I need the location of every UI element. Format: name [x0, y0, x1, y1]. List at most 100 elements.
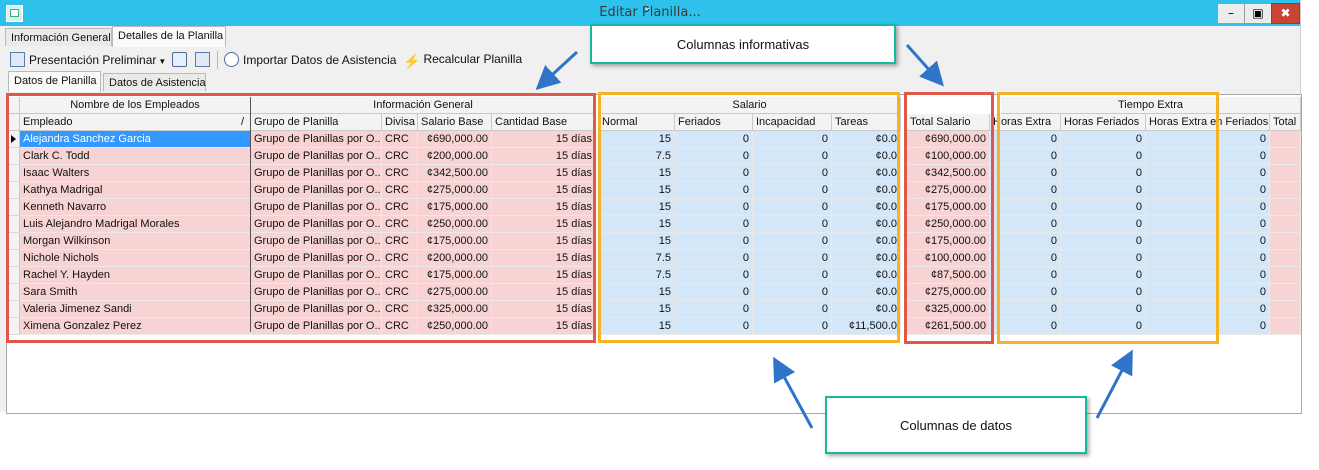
- close-button[interactable]: ✖: [1271, 3, 1300, 24]
- cell-qty[interactable]: 15 días: [492, 148, 596, 165]
- cell-base[interactable]: ¢342,500.00: [418, 165, 492, 182]
- cell-hf[interactable]: 0: [1061, 165, 1146, 182]
- cell-group[interactable]: Grupo de Planillas por O...: [251, 131, 382, 148]
- cell-cur[interactable]: CRC: [382, 148, 418, 165]
- cell-hf[interactable]: 0: [1061, 267, 1146, 284]
- cell-group[interactable]: Grupo de Planillas por O...: [251, 233, 382, 250]
- cell-normal[interactable]: 7.5: [599, 148, 675, 165]
- cell-fer[interactable]: 0: [675, 199, 753, 216]
- cell-normal[interactable]: 15: [599, 165, 675, 182]
- cell-total[interactable]: ¢342,500.00: [907, 165, 990, 182]
- cell-normal[interactable]: 7.5: [599, 267, 675, 284]
- cell-he[interactable]: 0: [990, 131, 1061, 148]
- cell-base[interactable]: ¢250,000.00: [418, 216, 492, 233]
- cell-hef[interactable]: 0: [1146, 216, 1270, 233]
- tab-datos-planilla[interactable]: Datos de Planilla: [8, 71, 101, 92]
- cell-name[interactable]: Kathya Madrigal: [20, 182, 251, 199]
- cell-qty[interactable]: 15 días: [492, 318, 596, 335]
- cell-qty[interactable]: 15 días: [492, 216, 596, 233]
- cell-total[interactable]: ¢275,000.00: [907, 284, 990, 301]
- cell-total-partial[interactable]: [1270, 301, 1301, 318]
- col-employee[interactable]: Empleado /: [20, 114, 251, 131]
- cell-base[interactable]: ¢325,000.00: [418, 301, 492, 318]
- cell-qty[interactable]: 15 días: [492, 267, 596, 284]
- tab-informacion-general[interactable]: Información General: [5, 28, 112, 46]
- cell-name[interactable]: Nichole Nichols: [20, 250, 251, 267]
- row-header[interactable]: [7, 148, 20, 165]
- col-group[interactable]: Grupo de Planilla: [251, 114, 382, 131]
- cell-hf[interactable]: 0: [1061, 233, 1146, 250]
- cell-inc[interactable]: 0: [753, 233, 832, 250]
- cell-qty[interactable]: 15 días: [492, 165, 596, 182]
- cell-group[interactable]: Grupo de Planillas por O...: [251, 216, 382, 233]
- cell-group[interactable]: Grupo de Planillas por O...: [251, 148, 382, 165]
- cell-cur[interactable]: CRC: [382, 301, 418, 318]
- cell-hef[interactable]: 0: [1146, 233, 1270, 250]
- cell-total[interactable]: ¢87,500.00: [907, 267, 990, 284]
- tab-detalles-planilla[interactable]: Detalles de la Planilla: [112, 26, 226, 47]
- cell-cur[interactable]: CRC: [382, 165, 418, 182]
- cell-total[interactable]: ¢175,000.00: [907, 233, 990, 250]
- cell-inc[interactable]: 0: [753, 199, 832, 216]
- cell-fer[interactable]: 0: [675, 216, 753, 233]
- cell-hf[interactable]: 0: [1061, 318, 1146, 335]
- cell-total[interactable]: ¢325,000.00: [907, 301, 990, 318]
- cell-hef[interactable]: 0: [1146, 182, 1270, 199]
- cell-group[interactable]: Grupo de Planillas por O...: [251, 318, 382, 335]
- row-header[interactable]: [7, 216, 20, 233]
- col-total-partial[interactable]: Total I: [1270, 114, 1301, 131]
- cell-normal[interactable]: 7.5: [599, 250, 675, 267]
- cell-fer[interactable]: 0: [675, 233, 753, 250]
- col-base-qty[interactable]: Cantidad Base: [492, 114, 596, 131]
- cell-tareas[interactable]: ¢0.0: [832, 216, 901, 233]
- cell-total[interactable]: ¢100,000.00: [907, 148, 990, 165]
- cell-inc[interactable]: 0: [753, 182, 832, 199]
- cell-group[interactable]: Grupo de Planillas por O...: [251, 250, 382, 267]
- cell-hef[interactable]: 0: [1146, 267, 1270, 284]
- cell-total-partial[interactable]: [1270, 216, 1301, 233]
- row-header[interactable]: [7, 165, 20, 182]
- cell-inc[interactable]: 0: [753, 165, 832, 182]
- cell-cur[interactable]: CRC: [382, 131, 418, 148]
- col-disability[interactable]: Incapacidad: [753, 114, 832, 131]
- cell-group[interactable]: Grupo de Planillas por O...: [251, 165, 382, 182]
- cell-fer[interactable]: 0: [675, 131, 753, 148]
- cell-total[interactable]: ¢275,000.00: [907, 182, 990, 199]
- col-normal[interactable]: Normal: [599, 114, 675, 131]
- cell-tareas[interactable]: ¢0.0: [832, 233, 901, 250]
- cell-normal[interactable]: 15: [599, 284, 675, 301]
- cell-group[interactable]: Grupo de Planillas por O...: [251, 182, 382, 199]
- cell-group[interactable]: Grupo de Planillas por O...: [251, 284, 382, 301]
- cell-group[interactable]: Grupo de Planillas por O...: [251, 199, 382, 216]
- cell-base[interactable]: ¢275,000.00: [418, 182, 492, 199]
- cell-he[interactable]: 0: [990, 233, 1061, 250]
- cell-fer[interactable]: 0: [675, 267, 753, 284]
- cell-tareas[interactable]: ¢11,500.0: [832, 318, 901, 335]
- cell-hef[interactable]: 0: [1146, 301, 1270, 318]
- row-header[interactable]: [7, 131, 20, 148]
- cell-inc[interactable]: 0: [753, 250, 832, 267]
- cell-fer[interactable]: 0: [675, 301, 753, 318]
- cell-he[interactable]: 0: [990, 284, 1061, 301]
- cell-inc[interactable]: 0: [753, 131, 832, 148]
- cell-normal[interactable]: 15: [599, 131, 675, 148]
- cell-hef[interactable]: 0: [1146, 284, 1270, 301]
- cell-he[interactable]: 0: [990, 267, 1061, 284]
- cell-fer[interactable]: 0: [675, 318, 753, 335]
- cell-qty[interactable]: 15 días: [492, 233, 596, 250]
- cell-tareas[interactable]: ¢0.0: [832, 284, 901, 301]
- cell-base[interactable]: ¢690,000.00: [418, 131, 492, 148]
- cell-cur[interactable]: CRC: [382, 250, 418, 267]
- row-header[interactable]: [7, 301, 20, 318]
- cell-he[interactable]: 0: [990, 199, 1061, 216]
- recalculate-button[interactable]: ⚡ Recalcular Planilla: [403, 52, 522, 69]
- cell-tareas[interactable]: ¢0.0: [832, 182, 901, 199]
- row-header[interactable]: [7, 199, 20, 216]
- cell-fer[interactable]: 0: [675, 182, 753, 199]
- cell-tareas[interactable]: ¢0.0: [832, 148, 901, 165]
- cell-fer[interactable]: 0: [675, 250, 753, 267]
- cell-base[interactable]: ¢200,000.00: [418, 250, 492, 267]
- cell-total[interactable]: ¢261,500.00: [907, 318, 990, 335]
- col-ot-holiday-hours[interactable]: Horas Extra en Feriados: [1146, 114, 1270, 131]
- cell-hef[interactable]: 0: [1146, 250, 1270, 267]
